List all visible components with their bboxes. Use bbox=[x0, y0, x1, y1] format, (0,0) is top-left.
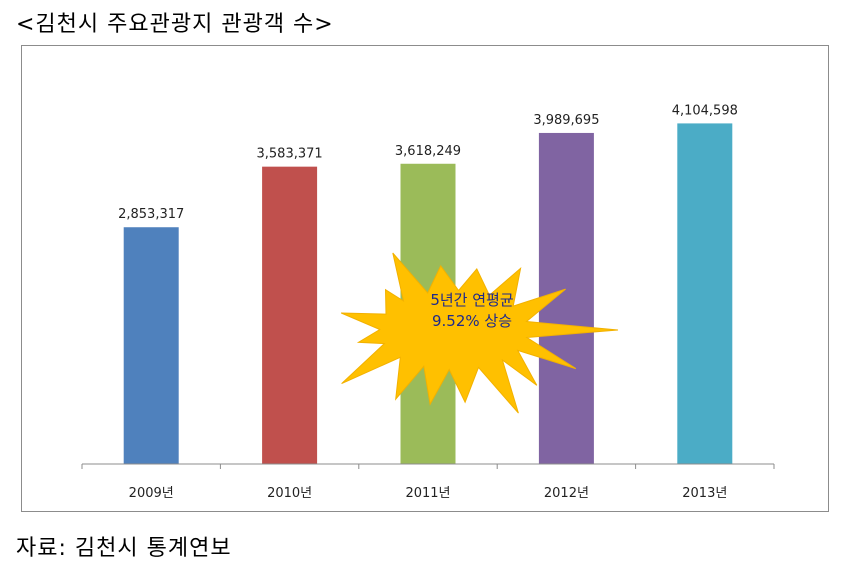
bar-2009년 bbox=[123, 227, 179, 464]
data-label-2011년: 3,618,249 bbox=[395, 144, 461, 159]
chart-title: <김천시 주요관광지 관광객 수> bbox=[16, 12, 334, 37]
chart-frame: 2,853,317 3,583,371 3,618,249 3,989,695 4,10… bbox=[21, 45, 829, 512]
annotation-line-1: 5년간 연평균 bbox=[430, 291, 514, 309]
x-tick-label-2009년: 2009년 bbox=[129, 486, 174, 501]
bar-2013년 bbox=[677, 123, 733, 464]
annotation-line-2: 9.52% 상승 bbox=[431, 312, 513, 330]
data-label-2010년: 3,583,371 bbox=[257, 147, 323, 162]
bar-chart: 2,853,317 3,583,371 3,618,249 3,989,695 4,10… bbox=[81, 103, 775, 501]
bar-2010년 bbox=[262, 166, 318, 465]
source-note: 자료: 김천시 통계연보 bbox=[16, 536, 232, 561]
data-label-2012년: 3,989,695 bbox=[533, 113, 599, 128]
x-tick-label-2010년: 2010년 bbox=[267, 486, 312, 501]
data-label-2009년: 2,853,317 bbox=[118, 207, 184, 222]
x-tick-label-2012년: 2012년 bbox=[544, 486, 589, 501]
starburst-shape bbox=[341, 252, 619, 414]
data-label-2013년: 4,104,598 bbox=[672, 103, 738, 118]
growth-annotation: 5년간 연평균 9.52% 상승 bbox=[402, 290, 542, 332]
x-tick-label-2011년: 2011년 bbox=[405, 486, 450, 501]
x-tick-label-2013년: 2013년 bbox=[682, 486, 727, 501]
